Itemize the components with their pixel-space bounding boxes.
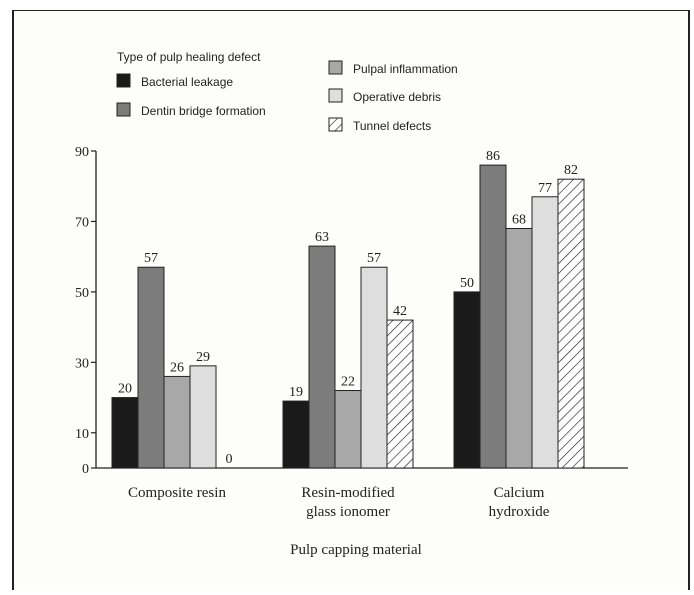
data-label: 77 bbox=[538, 181, 552, 196]
bar bbox=[189, 365, 217, 469]
data-label: 22 bbox=[341, 375, 355, 390]
data-label: 20 bbox=[118, 382, 132, 397]
x-category-label: Resin-modified bbox=[301, 485, 395, 501]
bar bbox=[453, 291, 481, 469]
y-tick-label: 70 bbox=[75, 215, 89, 230]
bar bbox=[308, 245, 336, 469]
legend-swatch bbox=[328, 60, 343, 75]
y-tick-label: 50 bbox=[75, 286, 89, 301]
legend-swatch bbox=[328, 117, 343, 132]
bar bbox=[557, 178, 585, 469]
bars bbox=[111, 164, 585, 469]
bar bbox=[360, 266, 388, 469]
y-tick-label: 90 bbox=[75, 145, 89, 160]
legend-label: Operative debris bbox=[353, 90, 441, 104]
x-category-label: Composite resin bbox=[128, 485, 226, 501]
bar bbox=[282, 400, 310, 469]
bar bbox=[386, 319, 414, 469]
x-category-label: glass ionomer bbox=[306, 504, 390, 520]
x-category-label: Calcium bbox=[494, 485, 545, 501]
x-axis-title: Pulp capping material bbox=[290, 542, 422, 558]
y-tick-label: 30 bbox=[75, 356, 89, 371]
data-label: 82 bbox=[564, 163, 578, 178]
data-label: 68 bbox=[512, 212, 526, 227]
legend-swatch bbox=[328, 88, 343, 103]
data-label: 63 bbox=[315, 230, 329, 245]
data-label: 0 bbox=[226, 452, 233, 467]
legend-title: Type of pulp healing defect bbox=[117, 50, 261, 64]
bar bbox=[163, 375, 191, 469]
legend-label: Tunnel defects bbox=[353, 119, 431, 133]
data-label: 29 bbox=[196, 350, 210, 365]
legend: Type of pulp healing defect Bacterial le… bbox=[116, 50, 458, 133]
bar bbox=[334, 390, 362, 469]
legend-swatch bbox=[116, 73, 131, 88]
legend-label: Dentin bridge formation bbox=[141, 104, 266, 118]
y-tick-label: 10 bbox=[75, 427, 89, 442]
data-label: 86 bbox=[486, 149, 500, 164]
y-tick-label: 0 bbox=[82, 462, 89, 477]
value-labels: 20 19 50 57 63 86 26 22 68 29 57 77 0 42 82 bbox=[118, 149, 578, 467]
data-label: 42 bbox=[393, 304, 407, 319]
x-category-label: hydroxide bbox=[489, 504, 550, 520]
data-label: 50 bbox=[460, 276, 474, 291]
legend-swatch bbox=[116, 102, 131, 117]
bar bbox=[111, 397, 139, 469]
legend-label: Pulpal inflammation bbox=[353, 62, 458, 76]
bar bbox=[137, 266, 165, 469]
bar bbox=[531, 196, 559, 469]
data-label: 57 bbox=[367, 251, 381, 266]
data-label: 19 bbox=[289, 385, 303, 400]
bar bbox=[505, 227, 533, 469]
data-label: 26 bbox=[170, 360, 184, 375]
data-label: 57 bbox=[144, 251, 158, 266]
legend-label: Bacterial leakage bbox=[141, 75, 233, 89]
bar bbox=[479, 164, 507, 469]
